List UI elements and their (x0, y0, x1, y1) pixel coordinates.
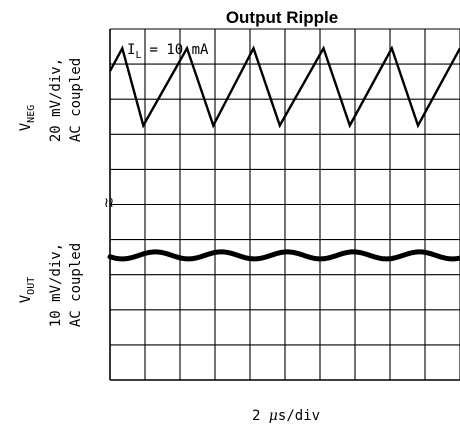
vneg-trace (108, 45, 460, 129)
svg-text:AC coupled: AC coupled (68, 243, 84, 327)
svg-text:20 mV/div,: 20 mV/div, (48, 58, 64, 142)
vout-name: VOUT (18, 277, 37, 304)
axis-break-symbol: ≀≀ (104, 195, 115, 211)
vneg-channel-label: VNEG (18, 105, 37, 132)
load-current-annotation: IL = 10 mA (127, 42, 209, 61)
chart-title: Output Ripple (226, 8, 338, 27)
vout-coupling-label: AC coupled (68, 243, 84, 327)
vneg-scale-label: 20 mV/div, (48, 58, 64, 142)
vout-trace (107, 249, 460, 262)
svg-text:AC coupled: AC coupled (68, 58, 84, 142)
vneg-coupling-label: AC coupled (68, 58, 84, 142)
plot-grid (109, 28, 460, 381)
vneg-name: VNEG (18, 105, 37, 132)
vout-scale-label: 10 mV/div, (48, 243, 64, 327)
vout-channel-label: VOUT (18, 277, 37, 304)
svg-text:10 mV/div,: 10 mV/div, (48, 243, 64, 327)
x-axis-label: 2 μs/div (252, 408, 320, 424)
